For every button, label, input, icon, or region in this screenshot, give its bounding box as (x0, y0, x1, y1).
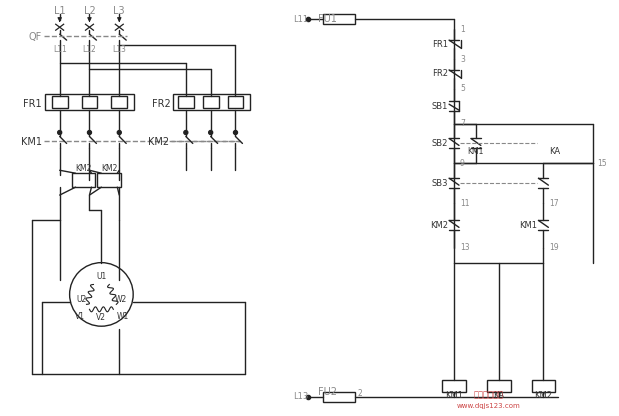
Text: 5: 5 (460, 84, 465, 93)
Bar (178, 96, 194, 108)
Text: 17: 17 (550, 198, 559, 208)
Circle shape (184, 131, 188, 134)
Text: FU1: FU1 (318, 14, 337, 24)
Circle shape (117, 131, 121, 134)
Text: SB3: SB3 (431, 178, 448, 188)
Bar (45, 94, 134, 110)
Text: 2: 2 (358, 389, 363, 398)
Text: 电工技术之家: 电工技术之家 (474, 390, 504, 399)
Text: KM2: KM2 (76, 164, 92, 173)
Text: FR2: FR2 (432, 69, 448, 78)
Text: L1: L1 (54, 6, 66, 16)
Text: 13: 13 (460, 243, 470, 252)
Text: KM1: KM1 (468, 147, 484, 156)
Text: www.dqjs123.com: www.dqjs123.com (457, 403, 521, 409)
Text: KM2: KM2 (148, 137, 169, 147)
Text: KM2: KM2 (101, 164, 118, 173)
Bar (82, 96, 97, 108)
Text: KM1: KM1 (21, 137, 42, 147)
Text: FR1: FR1 (23, 99, 42, 109)
Circle shape (87, 131, 92, 134)
Bar (228, 96, 243, 108)
Circle shape (58, 131, 62, 134)
Text: L3: L3 (113, 6, 125, 16)
Bar (52, 96, 67, 108)
Text: 9: 9 (460, 159, 465, 168)
Text: KM2: KM2 (534, 391, 552, 400)
Text: L12: L12 (82, 45, 97, 54)
Text: V1: V1 (74, 312, 85, 321)
Bar (323, 392, 355, 402)
Text: QF: QF (28, 32, 42, 42)
Bar (532, 380, 555, 392)
Bar (72, 173, 95, 187)
Text: 19: 19 (550, 243, 559, 252)
Text: KM1: KM1 (445, 391, 463, 400)
Text: FR2: FR2 (152, 99, 171, 109)
Text: KM1: KM1 (519, 221, 537, 230)
Text: U1: U1 (97, 272, 106, 281)
Text: SB1: SB1 (431, 102, 448, 111)
Bar (487, 380, 511, 392)
Text: L2: L2 (84, 6, 95, 16)
Text: L11: L11 (293, 15, 308, 24)
Bar (111, 96, 128, 108)
Text: 7: 7 (460, 119, 465, 128)
Text: 1: 1 (460, 25, 465, 34)
Text: 11: 11 (460, 198, 469, 208)
Text: KA: KA (493, 391, 504, 400)
Text: FU2: FU2 (318, 387, 337, 397)
Circle shape (209, 131, 213, 134)
Text: 15: 15 (597, 159, 607, 168)
Bar (442, 380, 466, 392)
Text: L13: L13 (112, 45, 126, 54)
Circle shape (233, 131, 238, 134)
Bar (97, 173, 121, 187)
Text: L11: L11 (53, 45, 67, 54)
Bar (173, 94, 251, 110)
Text: L13: L13 (293, 392, 308, 401)
Bar (202, 96, 219, 108)
Text: W1: W1 (117, 312, 129, 321)
Text: SB2: SB2 (431, 139, 448, 148)
Text: W2: W2 (115, 295, 128, 304)
Bar (323, 14, 355, 24)
Text: 3: 3 (460, 54, 465, 64)
Text: KA: KA (550, 147, 561, 156)
Text: V2: V2 (97, 313, 106, 322)
Text: FR1: FR1 (432, 40, 448, 49)
Text: U2: U2 (76, 295, 87, 304)
Text: KM2: KM2 (430, 221, 448, 230)
